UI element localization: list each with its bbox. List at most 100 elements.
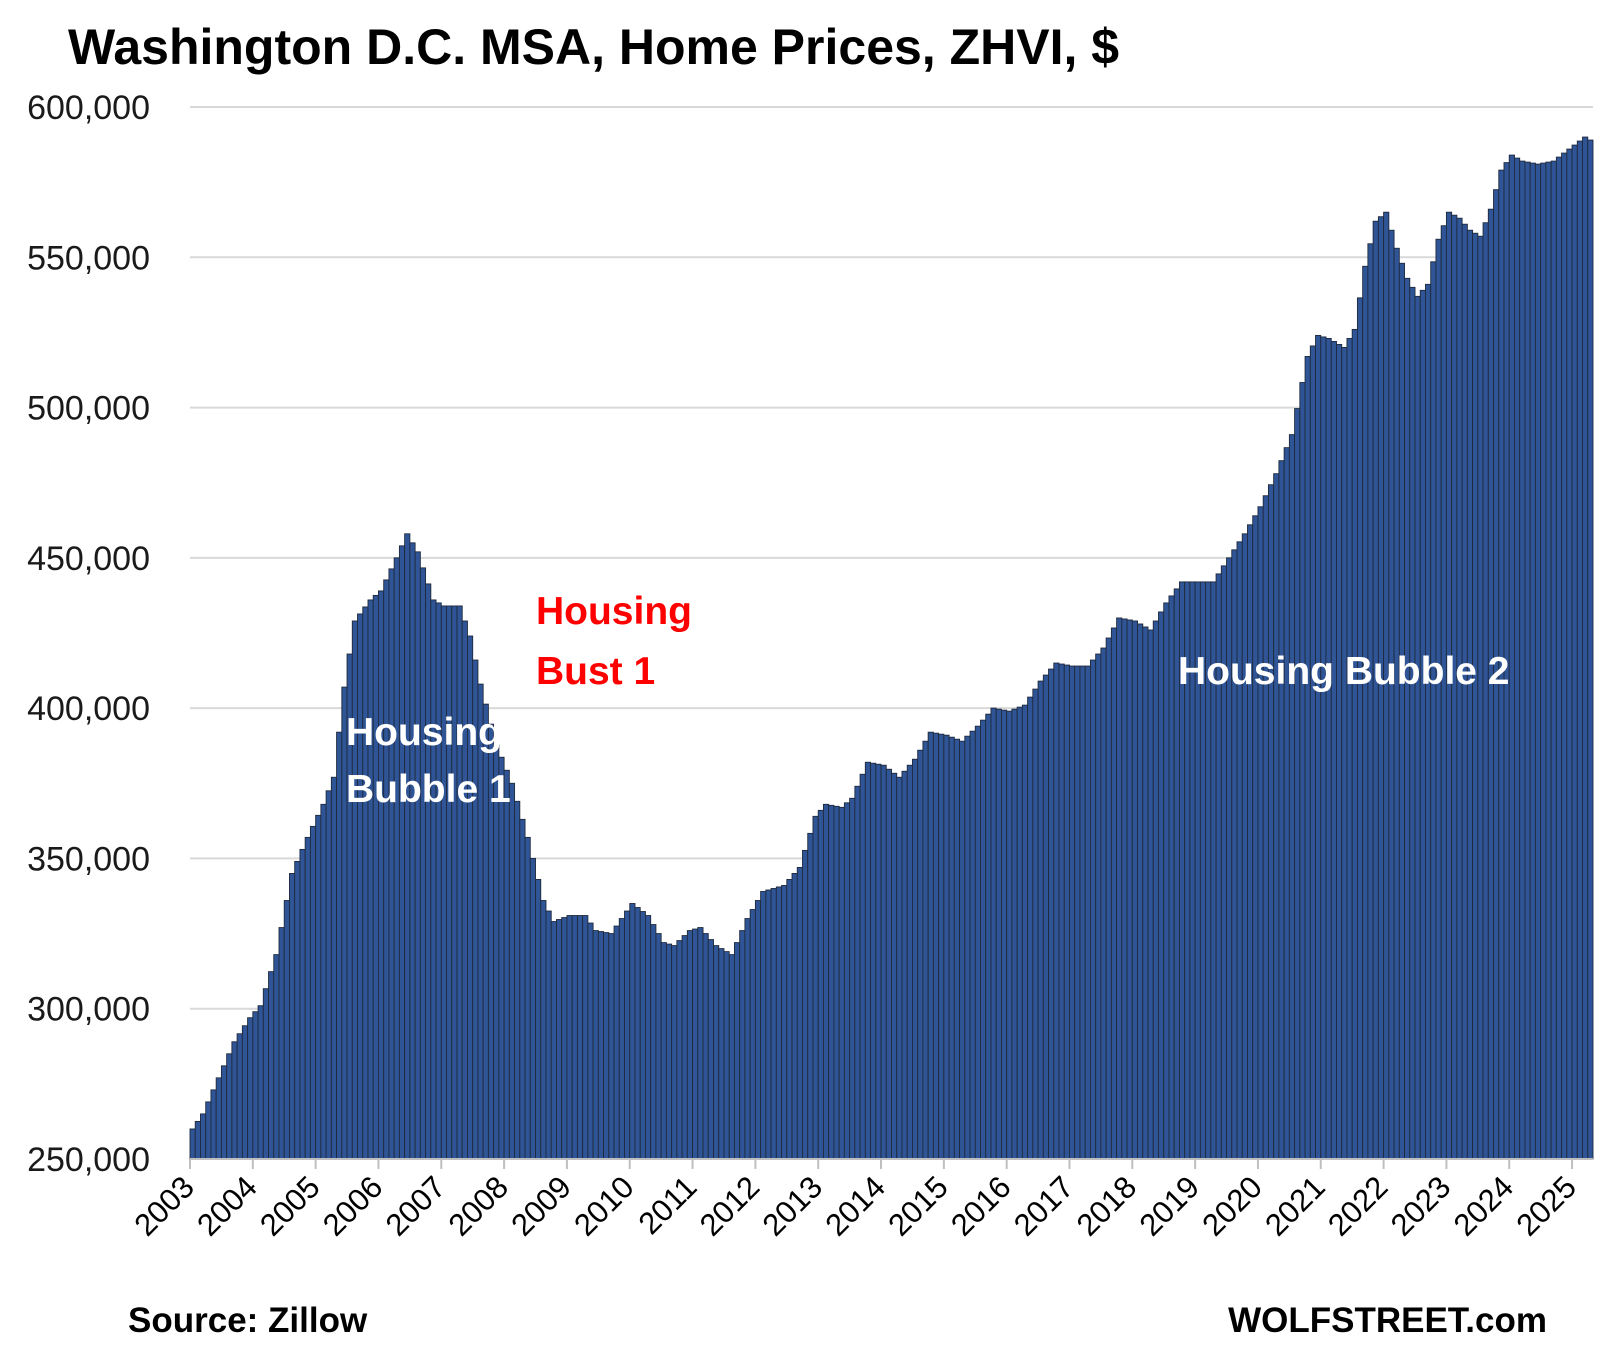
- bar: [1069, 665, 1076, 1160]
- bar: [1048, 668, 1055, 1160]
- bar: [508, 782, 516, 1160]
- bar: [1419, 289, 1426, 1160]
- bar: [1241, 533, 1248, 1160]
- bar: [1346, 337, 1353, 1160]
- bar: [1299, 382, 1306, 1160]
- bar: [911, 758, 919, 1160]
- bar: [707, 939, 714, 1160]
- x-tick-label: 2017: [1007, 1169, 1081, 1243]
- bar: [498, 756, 505, 1160]
- bar: [388, 568, 395, 1160]
- bar: [189, 1128, 196, 1160]
- bar: [1163, 602, 1170, 1160]
- bar: [1158, 611, 1165, 1160]
- x-tick-label: 2019: [1133, 1169, 1207, 1243]
- bar: [540, 900, 547, 1160]
- bar: [1540, 162, 1547, 1160]
- bar: [409, 542, 416, 1160]
- bar: [383, 579, 390, 1160]
- bar: [1147, 629, 1154, 1160]
- bar: [236, 1033, 243, 1160]
- bar: [1294, 408, 1301, 1160]
- bar: [828, 804, 835, 1160]
- bar: [550, 921, 557, 1160]
- bar: [1168, 595, 1175, 1160]
- bar: [1084, 665, 1091, 1160]
- bar: [330, 776, 338, 1160]
- bar: [1288, 434, 1296, 1160]
- source-label: Source: Zillow: [128, 1301, 368, 1340]
- bar: [1278, 460, 1285, 1160]
- bar: [1257, 506, 1264, 1160]
- bar: [519, 818, 526, 1160]
- bar: [1566, 148, 1573, 1160]
- bar: [1074, 665, 1081, 1160]
- bar: [1000, 709, 1008, 1160]
- bar: [849, 797, 856, 1160]
- y-tick-label: 550,000: [27, 239, 150, 277]
- bar: [529, 857, 536, 1160]
- bar: [372, 594, 379, 1160]
- x-tick-label: 2004: [190, 1169, 264, 1243]
- bar: [917, 749, 924, 1160]
- bar: [812, 815, 819, 1160]
- bar: [1472, 232, 1479, 1160]
- bar: [791, 873, 798, 1160]
- bar: [749, 909, 756, 1160]
- bar: [1231, 549, 1238, 1160]
- bar: [1409, 286, 1416, 1160]
- bar: [870, 762, 877, 1160]
- bar: [309, 825, 317, 1160]
- bar: [686, 930, 694, 1160]
- bar: [723, 951, 730, 1160]
- bar: [1121, 618, 1128, 1160]
- bar: [535, 879, 542, 1160]
- bar: [336, 731, 343, 1160]
- bar: [1582, 136, 1589, 1160]
- bar: [775, 886, 783, 1160]
- bar: [943, 734, 950, 1160]
- bar: [194, 1120, 201, 1160]
- bar: [1576, 140, 1583, 1160]
- bar: [566, 915, 573, 1160]
- bar: [1315, 334, 1322, 1160]
- bar: [1273, 473, 1280, 1160]
- bar: [205, 1101, 212, 1160]
- bar: [1032, 688, 1039, 1160]
- bar: [268, 971, 275, 1160]
- y-tick-label: 300,000: [27, 991, 150, 1029]
- bar: [1089, 659, 1097, 1160]
- bar: [1137, 623, 1144, 1160]
- bar: [215, 1077, 222, 1160]
- bar: [1105, 637, 1112, 1160]
- bar: [561, 917, 568, 1160]
- bar: [807, 832, 814, 1160]
- x-tick-label: 2016: [944, 1169, 1018, 1243]
- bar: [613, 925, 620, 1160]
- x-tick-label: 2021: [1258, 1169, 1332, 1243]
- bar: [514, 800, 521, 1160]
- bar: [1247, 524, 1254, 1160]
- bar: [1388, 229, 1395, 1160]
- annotation-bubble2: Housing Bubble 2: [1178, 650, 1510, 693]
- bar: [665, 943, 673, 1160]
- bar: [1236, 541, 1243, 1160]
- x-tick-label: 2010: [567, 1169, 641, 1243]
- bar: [1016, 706, 1023, 1160]
- bar: [959, 740, 966, 1160]
- x-axis: 2003200420052006200720082009201020112012…: [127, 1158, 1593, 1243]
- bar: [624, 910, 631, 1160]
- bar: [477, 683, 484, 1160]
- bar: [901, 770, 908, 1160]
- bar: [1398, 262, 1405, 1160]
- bar: [325, 790, 332, 1160]
- bar: [1571, 144, 1578, 1160]
- bar: [362, 606, 369, 1160]
- bar: [1226, 557, 1233, 1160]
- bar: [885, 768, 892, 1160]
- bar: [393, 557, 400, 1160]
- bar: [1262, 495, 1269, 1160]
- bar: [341, 686, 348, 1160]
- bar: [1508, 154, 1515, 1160]
- bar: [985, 713, 992, 1160]
